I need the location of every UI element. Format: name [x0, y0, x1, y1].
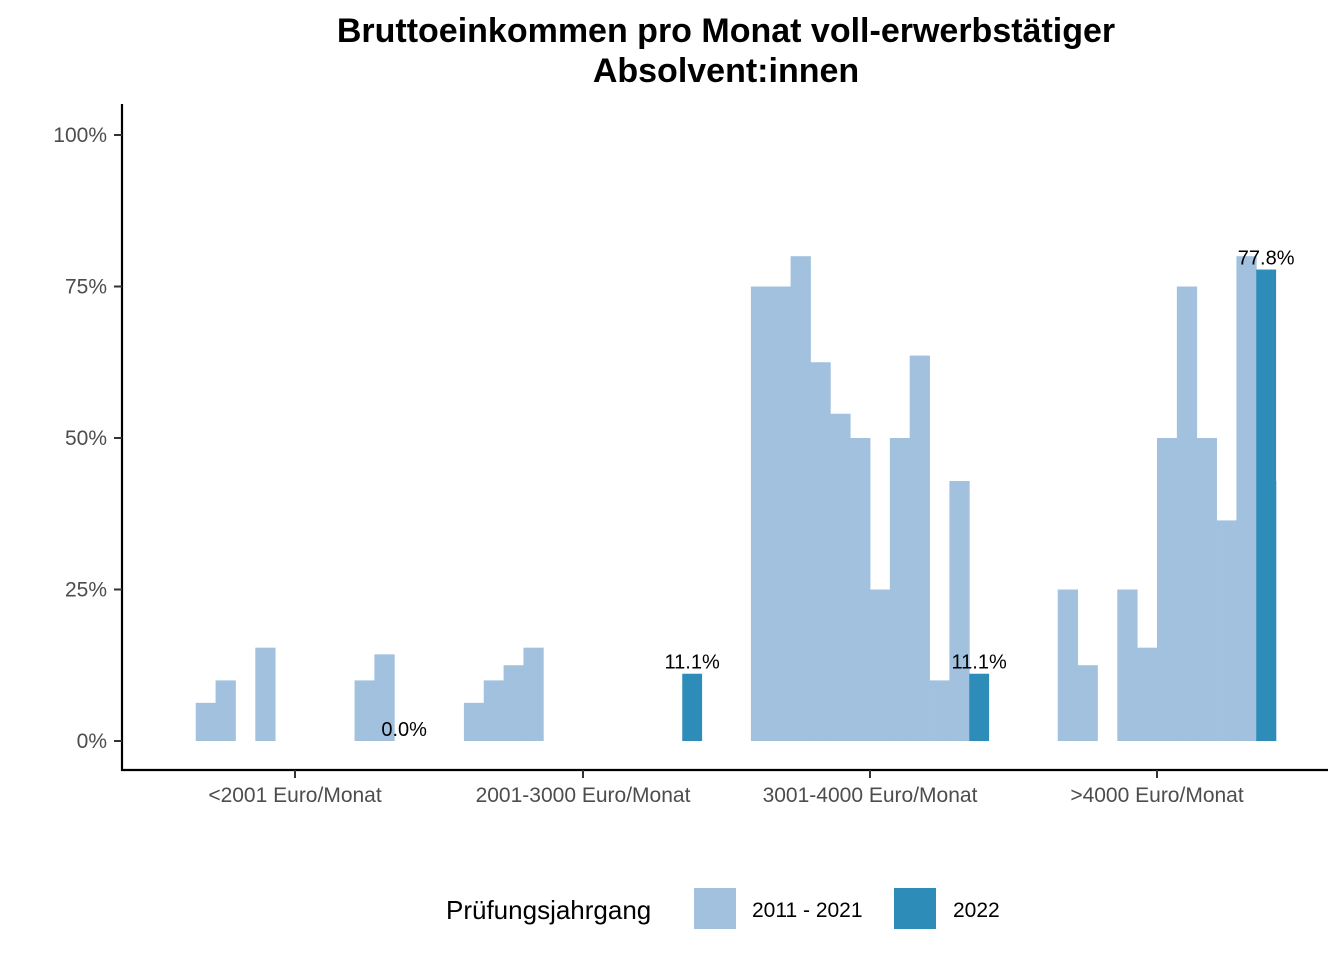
chart-title-line-1: Bruttoeinkommen pro Monat voll-erwerbstä… — [337, 12, 1115, 50]
bar-2011-2021-cat3-slot8 — [1196, 438, 1217, 741]
bar-2011-2021-cat2-slot7 — [889, 438, 911, 741]
bar-2011-2021-cat2-slot5 — [850, 438, 871, 741]
bar-2011-2021-cat3-slot10 — [1236, 256, 1257, 741]
y-tick-label-4: 100% — [53, 124, 107, 147]
legend: Prüfungsjahrgang 2011 - 2021 2022 — [446, 888, 1000, 929]
legend-swatch-2011-2021 — [694, 888, 736, 929]
data-label-2022-cat1: 11.1% — [665, 652, 720, 674]
data-label-2022-cat3: 77.8% — [1238, 248, 1295, 270]
data-label-2022-cat0: 0.0% — [381, 719, 427, 741]
y-tick-label-2: 50% — [65, 427, 107, 450]
bar-2022-cat1 — [682, 673, 703, 741]
y-axis-ticks: 0% 25% 50% 75% 100% — [53, 124, 122, 753]
data-labels-layer: 0.0% 11.1% 11.1% 77.8% — [381, 248, 1294, 741]
bar-2011-2021-cat0-slot4 — [255, 647, 276, 741]
bar-2011-2021-cat3-slot2 — [1077, 665, 1098, 741]
bar-2011-2021-cat2-slot4 — [830, 413, 851, 741]
bar-2011-2021-cat1-slot2 — [503, 665, 524, 741]
bar-2011-2021-cat1-slot1 — [483, 680, 504, 741]
legend-label-2011-2021: 2011 - 2021 — [752, 899, 863, 922]
legend-title: Prüfungsjahrgang — [446, 895, 651, 925]
chart-title-line-2: Absolvent:innen — [593, 52, 859, 90]
y-tick-label-0: 0% — [77, 730, 107, 753]
legend-swatch-2022 — [894, 888, 936, 929]
bar-2011-2021-cat0-slot9 — [354, 680, 375, 741]
bar-2011-2021-cat2-slot1 — [770, 286, 791, 741]
y-tick-label-1: 25% — [65, 579, 107, 602]
bar-2011-2021-cat3-slot9 — [1216, 520, 1237, 741]
bar-2011-2021-cat3-slot6 — [1157, 438, 1178, 741]
bar-2011-2021-cat2-slot8 — [909, 355, 930, 741]
bar-2011-2021-cat2-slot10 — [949, 481, 970, 741]
bar-2011-2021-cat2-slot6 — [870, 589, 891, 741]
x-tick-label-0: <2001 Euro/Monat — [208, 784, 382, 807]
x-tick-label-1: 2001-3000 Euro/Monat — [476, 784, 691, 807]
bar-2011-2021-cat0-slot2 — [215, 680, 236, 741]
bar-2011-2021-cat0-slot10 — [374, 654, 395, 741]
y-tick-label-3: 75% — [65, 276, 107, 299]
bars-layer — [195, 256, 1277, 741]
bar-2011-2021-cat2-slot3 — [810, 362, 831, 741]
bar-2011-2021-cat2-slot0 — [750, 286, 772, 741]
bar-2011-2021-cat3-slot5 — [1137, 647, 1158, 741]
bar-2011-2021-cat2-slot2 — [790, 256, 811, 741]
bar-2022-cat3 — [1256, 269, 1277, 741]
bar-2011-2021-cat1-slot3 — [523, 647, 544, 741]
bar-2011-2021-cat2-slot9 — [929, 680, 950, 741]
bar-2011-2021-cat3-slot7 — [1176, 286, 1198, 741]
bar-2011-2021-cat1-slot0 — [463, 702, 485, 741]
bar-2011-2021-cat0-slot1 — [195, 702, 216, 741]
x-axis-ticks: <2001 Euro/Monat 2001-3000 Euro/Monat 3001… — [208, 770, 1244, 807]
legend-label-2022: 2022 — [953, 899, 1000, 922]
x-tick-label-2: 3001-4000 Euro/Monat — [763, 784, 978, 807]
bar-2022-cat2 — [969, 673, 990, 741]
x-tick-label-3: >4000 Euro/Monat — [1070, 784, 1244, 807]
data-label-2022-cat2: 11.1% — [952, 652, 1007, 674]
bar-2011-2021-cat3-slot4 — [1117, 589, 1138, 741]
bar-2011-2021-cat3-slot1 — [1057, 589, 1078, 741]
